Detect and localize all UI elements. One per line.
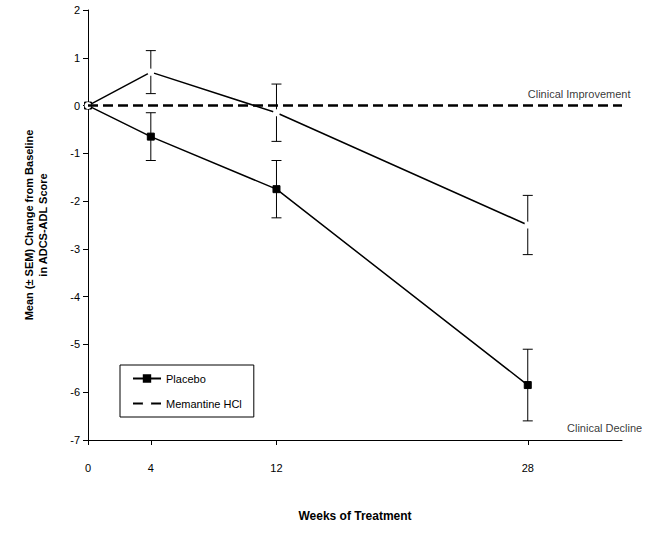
- svg-text:-3: -3: [70, 243, 80, 255]
- svg-text:-5: -5: [70, 338, 80, 350]
- svg-text:Weeks of Treatment: Weeks of Treatment: [298, 509, 411, 523]
- svg-text:-4: -4: [70, 291, 80, 303]
- svg-text:2: 2: [74, 4, 80, 16]
- svg-text:-6: -6: [70, 386, 80, 398]
- svg-text:-2: -2: [70, 195, 80, 207]
- svg-text:-1: -1: [70, 147, 80, 159]
- svg-text:Mean (± SEM) Change from Basel: Mean (± SEM) Change from Baseline: [23, 130, 35, 321]
- svg-text:in ADCS-ADL Score: in ADCS-ADL Score: [37, 173, 49, 276]
- svg-text:0: 0: [85, 462, 91, 474]
- svg-text:Placebo: Placebo: [166, 373, 206, 385]
- svg-text:4: 4: [148, 462, 154, 474]
- svg-text:1: 1: [74, 52, 80, 64]
- svg-text:Clinical Improvement: Clinical Improvement: [528, 88, 631, 100]
- svg-text:0: 0: [74, 100, 80, 112]
- svg-text:-7: -7: [70, 434, 80, 446]
- svg-text:12: 12: [270, 462, 282, 474]
- svg-text:Clinical Decline: Clinical Decline: [567, 422, 642, 434]
- svg-text:28: 28: [522, 462, 534, 474]
- svg-text:Memantine HCl: Memantine HCl: [166, 398, 242, 410]
